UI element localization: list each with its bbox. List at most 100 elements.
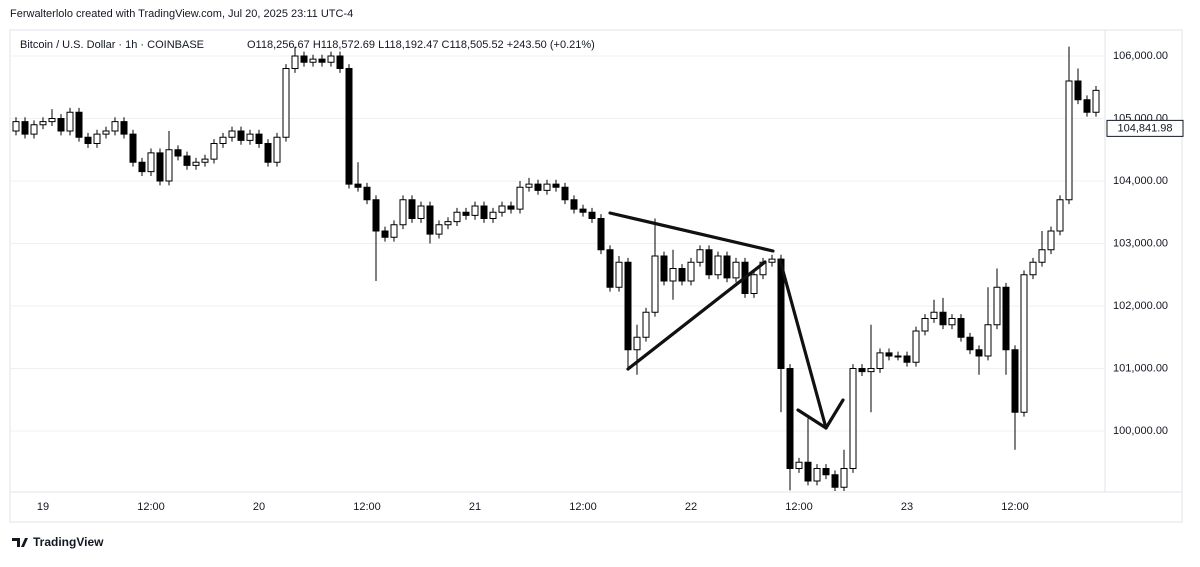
candle-body bbox=[768, 258, 776, 263]
candle-body bbox=[417, 205, 425, 219]
candle-body bbox=[1047, 230, 1055, 251]
last-price-box bbox=[1106, 119, 1184, 137]
footer-brand: TradingView bbox=[33, 535, 104, 549]
candle-body bbox=[111, 121, 119, 132]
candle-body bbox=[732, 261, 740, 279]
candle-body bbox=[570, 199, 578, 210]
chart-frame bbox=[9, 29, 1183, 523]
candle-body bbox=[219, 136, 227, 144]
candle-body bbox=[453, 211, 461, 223]
candle-body bbox=[93, 133, 101, 144]
candle-body bbox=[192, 161, 200, 166]
candle-body bbox=[291, 55, 299, 69]
candle-body bbox=[102, 130, 110, 135]
candle-body bbox=[552, 183, 560, 188]
candle-body bbox=[1038, 249, 1046, 263]
candle-body bbox=[147, 152, 155, 173]
x-tick-label: 12:00 bbox=[137, 501, 165, 513]
candle-body bbox=[696, 249, 704, 263]
candle-body bbox=[1056, 199, 1064, 232]
candle-body bbox=[516, 186, 524, 210]
candle-body bbox=[957, 318, 965, 338]
logo: TradingView bbox=[12, 535, 104, 549]
candle-body bbox=[138, 161, 146, 173]
candle-body bbox=[534, 183, 542, 191]
candle-body bbox=[912, 330, 920, 363]
candle-body bbox=[246, 133, 254, 141]
plot bbox=[10, 46, 1105, 491]
candle-body bbox=[228, 130, 236, 138]
trend-line bbox=[626, 260, 767, 371]
candle-body bbox=[489, 211, 497, 219]
candle-body bbox=[318, 58, 326, 63]
candle-body bbox=[462, 211, 470, 216]
candle-body bbox=[390, 224, 398, 238]
candle-body bbox=[435, 224, 443, 235]
candle-body bbox=[993, 286, 1001, 326]
candle-body bbox=[687, 261, 695, 282]
candle-body bbox=[444, 221, 452, 226]
candle-body bbox=[1020, 274, 1028, 413]
y-tick-label: 104,000.00 bbox=[1113, 175, 1168, 187]
candle-body bbox=[804, 461, 812, 482]
candle-body bbox=[309, 58, 317, 63]
candle-body bbox=[894, 355, 902, 358]
candle-body bbox=[300, 55, 308, 63]
candle-body bbox=[12, 121, 20, 132]
candle-body bbox=[975, 349, 983, 357]
candle-body bbox=[201, 158, 209, 163]
header: Ferwalterlolo created with TradingView.c… bbox=[10, 8, 353, 20]
candle-body bbox=[795, 461, 803, 469]
y-tick-label: 106,000.00 bbox=[1113, 50, 1168, 62]
candle-body bbox=[624, 261, 632, 351]
y-tick-label: 102,000.00 bbox=[1113, 300, 1168, 312]
arrow-line bbox=[778, 258, 828, 430]
candle-body bbox=[939, 311, 947, 326]
candle-body bbox=[642, 311, 650, 338]
drawings bbox=[608, 211, 845, 430]
candle-body bbox=[39, 121, 47, 126]
candle-body bbox=[471, 205, 479, 216]
candle-body bbox=[1074, 80, 1082, 101]
x-tick-label: 12:00 bbox=[785, 501, 813, 513]
candle-body bbox=[354, 183, 362, 188]
candle-body bbox=[579, 208, 587, 213]
candle-body bbox=[237, 130, 245, 141]
candle-body bbox=[1011, 349, 1019, 413]
candle-body bbox=[210, 143, 218, 160]
candle-body bbox=[345, 68, 353, 185]
candle-body bbox=[264, 143, 272, 163]
candle-body bbox=[1002, 286, 1010, 351]
candle-body bbox=[750, 274, 758, 294]
candle-body bbox=[480, 205, 488, 219]
candle-body bbox=[327, 55, 335, 63]
x-tick-label: 22 bbox=[685, 501, 697, 513]
candle-body bbox=[948, 318, 956, 326]
candle-body bbox=[66, 111, 74, 132]
candle-body bbox=[561, 186, 569, 201]
x-tick-label: 23 bbox=[901, 501, 913, 513]
candle-body bbox=[426, 205, 434, 235]
candle-body bbox=[1092, 89, 1100, 113]
candle-body bbox=[615, 261, 623, 288]
y-tick-label: 100,000.00 bbox=[1113, 425, 1168, 437]
candle-body bbox=[75, 111, 83, 138]
candle-body bbox=[30, 124, 38, 135]
candle-body bbox=[849, 368, 857, 469]
candle-body bbox=[255, 133, 263, 144]
candle-body bbox=[372, 199, 380, 232]
candle-body bbox=[21, 121, 29, 135]
x-tick-label: 12:00 bbox=[569, 501, 597, 513]
candle-body bbox=[282, 68, 290, 138]
y-tick-label: 101,000.00 bbox=[1113, 362, 1168, 374]
x-tick-label: 20 bbox=[253, 501, 265, 513]
candle-body bbox=[885, 352, 893, 357]
candle-body bbox=[183, 155, 191, 166]
candle-body bbox=[660, 255, 668, 282]
x-tick-label: 19 bbox=[37, 501, 49, 513]
y-tick-label: 103,000.00 bbox=[1113, 237, 1168, 249]
x-tick-label: 12:00 bbox=[1001, 501, 1029, 513]
candle-body bbox=[273, 136, 281, 163]
candle-body bbox=[48, 118, 56, 123]
